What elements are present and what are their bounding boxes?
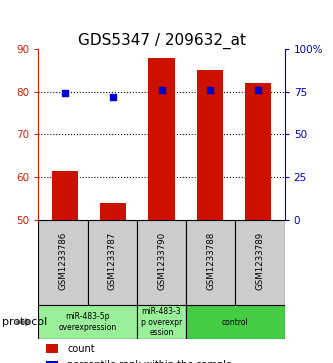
- Bar: [46, 344, 58, 353]
- Bar: [245, 83, 271, 220]
- Text: GSM1233788: GSM1233788: [206, 232, 215, 290]
- Text: control: control: [222, 318, 249, 327]
- Text: GSM1233787: GSM1233787: [108, 232, 117, 290]
- Bar: [137, 305, 186, 339]
- Text: count: count: [67, 344, 95, 354]
- Text: GSM1233789: GSM1233789: [255, 232, 265, 290]
- Title: GDS5347 / 209632_at: GDS5347 / 209632_at: [78, 33, 245, 49]
- Text: percentile rank within the sample: percentile rank within the sample: [67, 360, 232, 363]
- Text: GSM1233790: GSM1233790: [157, 232, 166, 290]
- Bar: [196, 70, 223, 220]
- Text: miR-483-5p
overexpression: miR-483-5p overexpression: [59, 313, 117, 332]
- Point: [207, 87, 212, 93]
- Text: protocol: protocol: [2, 317, 47, 327]
- Bar: [46, 361, 58, 363]
- Bar: [148, 57, 175, 220]
- Point: [111, 94, 116, 100]
- Bar: [186, 220, 235, 305]
- Text: miR-483-3
p overexpr
ession: miR-483-3 p overexpr ession: [141, 307, 182, 337]
- Bar: [186, 305, 285, 339]
- Bar: [235, 220, 285, 305]
- Bar: [52, 171, 78, 220]
- Bar: [137, 220, 186, 305]
- Point: [255, 87, 261, 93]
- Bar: [38, 305, 137, 339]
- Bar: [88, 220, 137, 305]
- Bar: [38, 220, 88, 305]
- Point: [159, 87, 164, 93]
- Bar: [100, 203, 127, 220]
- Text: GSM1233786: GSM1233786: [58, 232, 68, 290]
- Point: [62, 90, 68, 96]
